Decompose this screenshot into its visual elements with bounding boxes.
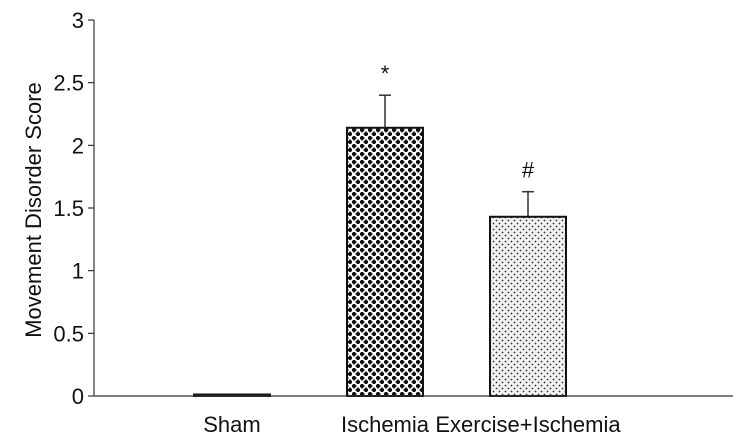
significance-marker-2: * (381, 61, 390, 86)
x-axis-labels: Sham Ischemia Exercise+Ischemia (203, 412, 621, 437)
y-tick-label: 0 (72, 384, 84, 409)
y-tick-label: 3 (72, 8, 84, 33)
significance-marker-3: # (522, 158, 535, 183)
y-tick-label: 1 (72, 259, 84, 284)
y-tick-label: 2.5 (53, 71, 84, 96)
y-tick-label: 2 (72, 133, 84, 158)
bars-group: *# (193, 61, 567, 398)
y-tick-label: 0.5 (53, 321, 84, 346)
bar-2 (346, 126, 424, 398)
y-axis-title: Movement Disorder Score (21, 82, 46, 338)
x-category-label: Exercise+Ischemia (435, 412, 621, 437)
y-tick-label: 1.5 (53, 196, 84, 221)
bar-3 (489, 215, 567, 397)
y-axis: 0 0.5 1 1.5 2 2.5 3 (53, 8, 94, 409)
x-category-label: Sham (203, 412, 260, 437)
x-category-label: Ischemia (341, 412, 430, 437)
